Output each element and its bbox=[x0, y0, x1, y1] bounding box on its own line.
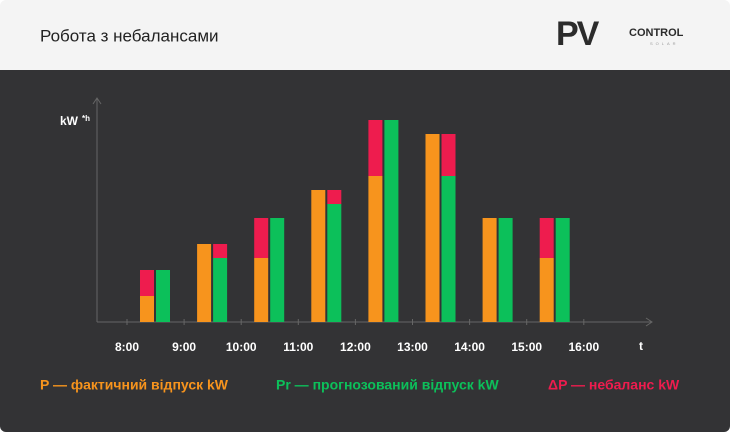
forecast-bar bbox=[270, 218, 285, 322]
x-tick-label: 13:00 bbox=[397, 340, 428, 354]
forecast-bar bbox=[213, 258, 228, 322]
actual-bar bbox=[311, 190, 326, 322]
x-tick-label: 8:00 bbox=[115, 340, 139, 354]
y-label: kW bbox=[60, 114, 79, 128]
logo-mark: PV bbox=[556, 15, 600, 53]
forecast-bar bbox=[327, 204, 342, 322]
forecast-bar bbox=[498, 218, 513, 322]
x-tick-label: 9:00 bbox=[172, 340, 196, 354]
x-label: t bbox=[639, 339, 643, 353]
x-arrow bbox=[645, 317, 653, 327]
actual-bar bbox=[140, 296, 154, 322]
actual-bar bbox=[254, 258, 269, 322]
page-title: Робота з небалансами bbox=[40, 26, 219, 45]
actual-bar bbox=[482, 218, 497, 322]
chart-panel bbox=[0, 70, 730, 432]
imbalance-bar bbox=[254, 218, 269, 258]
legend-entry: Pr — прогнозований відпуск kW bbox=[276, 377, 499, 393]
logo-word: CONTROL bbox=[629, 27, 684, 39]
legend-entry: P — фактичний відпуск kW bbox=[40, 377, 229, 393]
y-label-sup: *h bbox=[82, 114, 90, 123]
imbalance-bar bbox=[539, 218, 554, 258]
x-tick-label: 15:00 bbox=[511, 340, 542, 354]
actual-bar bbox=[368, 176, 383, 322]
forecast-bar bbox=[555, 218, 570, 322]
actual-bar bbox=[425, 134, 440, 322]
logo-sub: SOLAR bbox=[650, 41, 679, 46]
actual-bar bbox=[539, 258, 554, 322]
x-tick-label: 10:00 bbox=[226, 340, 257, 354]
forecast-bar bbox=[441, 176, 456, 322]
x-tick-label: 14:00 bbox=[454, 340, 485, 354]
imbalance-bar bbox=[213, 244, 228, 258]
legend-entry: ΔP — небаланс kW bbox=[548, 377, 680, 393]
imbalance-bar bbox=[140, 270, 154, 296]
x-tick-label: 12:00 bbox=[340, 340, 371, 354]
imbalance-bar bbox=[368, 120, 383, 176]
imbalance-bar bbox=[327, 190, 342, 204]
actual-bar bbox=[197, 244, 212, 322]
x-tick-label: 16:00 bbox=[568, 340, 599, 354]
forecast-bar bbox=[384, 120, 399, 322]
forecast-bar bbox=[156, 270, 170, 322]
x-tick-label: 11:00 bbox=[283, 340, 313, 354]
y-arrow bbox=[92, 97, 102, 105]
header-bar bbox=[0, 0, 730, 70]
imbalance-bar bbox=[441, 134, 456, 176]
